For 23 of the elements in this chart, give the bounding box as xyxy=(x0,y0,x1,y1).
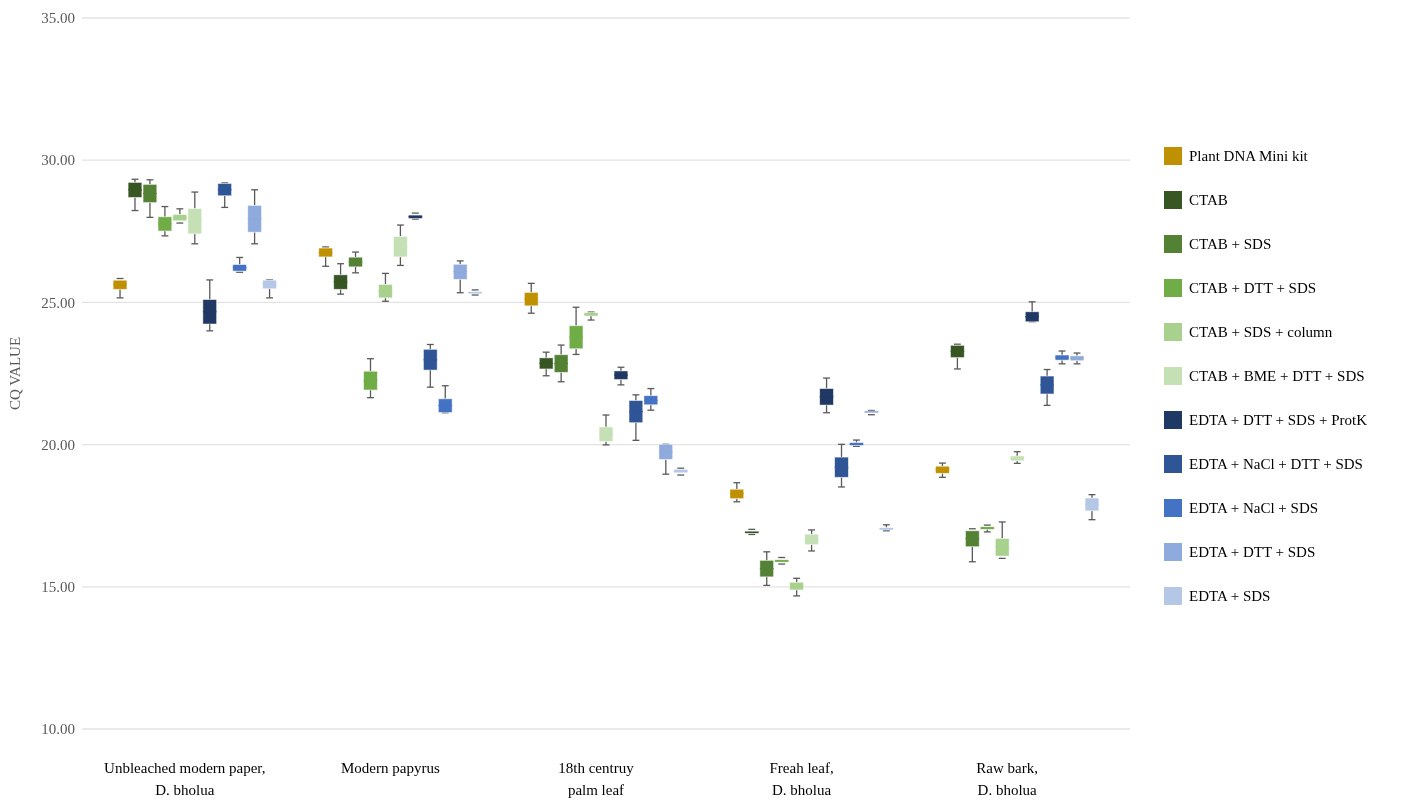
y-tick-label: 30.00 xyxy=(41,152,75,169)
y-axis-title: CQ VALUE xyxy=(7,336,23,411)
legend-label: CTAB + BME + DTT + SDS xyxy=(1189,368,1365,385)
legend-label: Plant DNA Mini kit xyxy=(1189,148,1309,165)
y-tick-label: 15.00 xyxy=(41,579,75,596)
x-tick-label: Freah leaf, D. bholua xyxy=(769,760,834,798)
x-tick-label: Modern papyrus xyxy=(341,760,440,776)
x-tick-label: Unbleached modern paper, D. bholua xyxy=(104,760,266,798)
y-tick-label: 20.00 xyxy=(41,436,75,453)
legend-label: EDTA + NaCl + DTT + SDS xyxy=(1189,456,1363,473)
x-tick-label: Raw bark, D. bholua xyxy=(976,760,1039,798)
legend-label: CTAB xyxy=(1189,192,1228,209)
legend-label: CTAB + DTT + SDS xyxy=(1189,280,1317,297)
legend-label: CTAB + SDS + column xyxy=(1189,324,1333,341)
y-tick-label: 10.00 xyxy=(41,721,75,738)
legend-label: CTAB + SDS xyxy=(1189,236,1272,253)
legend-label: EDTA + SDS xyxy=(1189,588,1271,605)
x-tick-label: 18th centruy palm leaf xyxy=(558,760,635,798)
legend-label: EDTA + DTT + SDS + ProtK xyxy=(1189,412,1368,429)
y-tick-label: 25.00 xyxy=(41,294,75,311)
legend-label: EDTA + NaCl + SDS xyxy=(1189,500,1319,517)
y-tick-label: 35.00 xyxy=(41,10,75,27)
legend-label: EDTA + DTT + SDS xyxy=(1189,544,1316,561)
